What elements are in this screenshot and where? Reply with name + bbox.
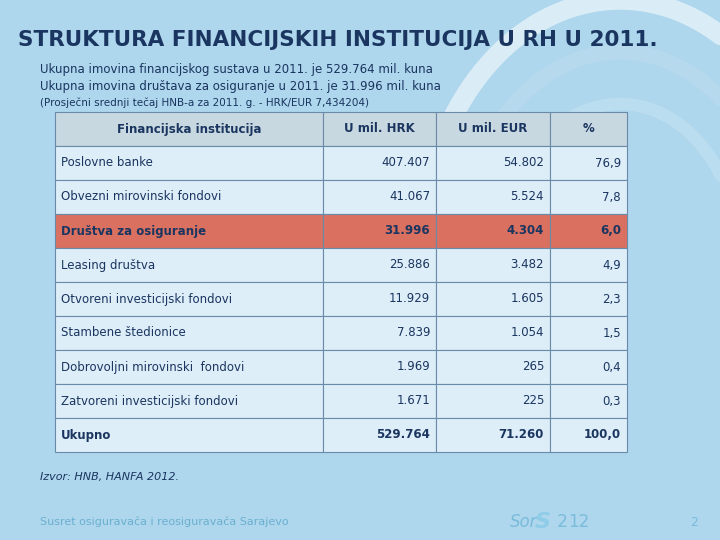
Bar <box>436 248 550 282</box>
Text: 6,0: 6,0 <box>600 225 621 238</box>
Text: 407.407: 407.407 <box>382 157 431 170</box>
Bar <box>436 282 550 316</box>
Bar <box>55 214 323 248</box>
Bar <box>323 350 436 384</box>
Text: Poslovne banke: Poslovne banke <box>61 157 153 170</box>
Text: 100,0: 100,0 <box>584 429 621 442</box>
Text: 41.067: 41.067 <box>390 191 431 204</box>
Bar <box>55 112 323 146</box>
Text: (Prosječni srednji tečaj HNB-a za 2011. g. - HRK/EUR 7,434204): (Prosječni srednji tečaj HNB-a za 2011. … <box>40 97 369 107</box>
Text: 7.839: 7.839 <box>397 327 431 340</box>
Bar <box>550 146 627 180</box>
Bar <box>55 384 323 418</box>
Bar <box>323 112 436 146</box>
Text: 2,3: 2,3 <box>603 293 621 306</box>
Bar <box>550 316 627 350</box>
Bar <box>436 214 550 248</box>
Text: Leasing društva: Leasing društva <box>61 259 155 272</box>
Text: Otvoreni investicijski fondovi: Otvoreni investicijski fondovi <box>61 293 232 306</box>
Text: Izvor: HNB, HANFA 2012.: Izvor: HNB, HANFA 2012. <box>40 472 179 482</box>
Bar <box>550 214 627 248</box>
Text: 71.260: 71.260 <box>499 429 544 442</box>
Text: 529.764: 529.764 <box>377 429 431 442</box>
Text: Susret osiguravača i reosiguravača Sarajevo: Susret osiguravača i reosiguravača Saraj… <box>40 517 289 527</box>
Bar <box>55 146 323 180</box>
Bar <box>550 180 627 214</box>
Text: 12: 12 <box>568 513 589 531</box>
Text: 11.929: 11.929 <box>389 293 431 306</box>
Bar <box>323 384 436 418</box>
Bar <box>323 180 436 214</box>
Text: Ukupna imovina financijskog sustava u 2011. je 529.764 mil. kuna: Ukupna imovina financijskog sustava u 20… <box>40 63 433 76</box>
Text: 31.996: 31.996 <box>384 225 431 238</box>
Text: 4.304: 4.304 <box>507 225 544 238</box>
Text: 2: 2 <box>552 513 568 531</box>
Text: Obvezni mirovinski fondovi: Obvezni mirovinski fondovi <box>61 191 221 204</box>
Text: 0,3: 0,3 <box>603 395 621 408</box>
Text: 1.605: 1.605 <box>510 293 544 306</box>
Text: 0,4: 0,4 <box>603 361 621 374</box>
Text: Stambene štedionice: Stambene štedionice <box>61 327 186 340</box>
Bar <box>323 146 436 180</box>
Text: 3.482: 3.482 <box>510 259 544 272</box>
Bar <box>436 316 550 350</box>
Text: %: % <box>582 123 595 136</box>
Bar <box>436 112 550 146</box>
Bar <box>323 248 436 282</box>
Text: STRUKTURA FINANCIJSKIH INSTITUCIJA U RH U 2011.: STRUKTURA FINANCIJSKIH INSTITUCIJA U RH … <box>18 30 657 50</box>
Bar <box>550 418 627 452</box>
Text: 76,9: 76,9 <box>595 157 621 170</box>
Text: Dobrovoljni mirovinski  fondovi: Dobrovoljni mirovinski fondovi <box>61 361 244 374</box>
Text: Sor: Sor <box>510 513 538 531</box>
Text: 25.886: 25.886 <box>390 259 431 272</box>
Text: 225: 225 <box>522 395 544 408</box>
Text: Zatvoreni investicijski fondovi: Zatvoreni investicijski fondovi <box>61 395 238 408</box>
Text: Društva za osiguranje: Društva za osiguranje <box>61 225 206 238</box>
Text: 4,9: 4,9 <box>602 259 621 272</box>
Bar <box>550 112 627 146</box>
Text: 54.802: 54.802 <box>503 157 544 170</box>
Text: 1,5: 1,5 <box>603 327 621 340</box>
Text: Ukupna imovina društava za osiguranje u 2011. je 31.996 mil. kuna: Ukupna imovina društava za osiguranje u … <box>40 80 441 93</box>
Text: S: S <box>535 512 551 532</box>
Bar <box>550 248 627 282</box>
Bar <box>436 384 550 418</box>
Bar <box>550 384 627 418</box>
Text: Ukupno: Ukupno <box>61 429 112 442</box>
Bar <box>55 282 323 316</box>
Bar <box>436 418 550 452</box>
Bar <box>436 146 550 180</box>
Text: 265: 265 <box>522 361 544 374</box>
Bar <box>55 350 323 384</box>
Text: Financijska institucija: Financijska institucija <box>117 123 261 136</box>
Bar <box>55 418 323 452</box>
Text: U mil. HRK: U mil. HRK <box>344 123 415 136</box>
Bar <box>323 316 436 350</box>
Bar <box>550 282 627 316</box>
Bar <box>55 316 323 350</box>
Text: 7,8: 7,8 <box>603 191 621 204</box>
Bar <box>550 350 627 384</box>
Bar <box>55 180 323 214</box>
Text: 5.524: 5.524 <box>510 191 544 204</box>
Bar <box>55 248 323 282</box>
Text: 1.969: 1.969 <box>397 361 431 374</box>
Bar <box>323 282 436 316</box>
Bar <box>436 350 550 384</box>
Bar <box>323 418 436 452</box>
Text: 1.671: 1.671 <box>397 395 431 408</box>
Text: 1.054: 1.054 <box>510 327 544 340</box>
Bar <box>436 180 550 214</box>
Bar <box>323 214 436 248</box>
Text: 2: 2 <box>690 516 698 529</box>
Text: U mil. EUR: U mil. EUR <box>459 123 528 136</box>
